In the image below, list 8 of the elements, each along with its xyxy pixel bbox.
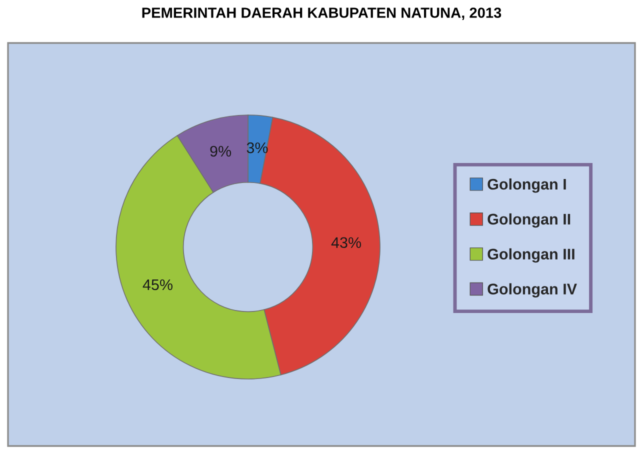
data-label: 45% [142, 279, 172, 290]
chart-title: PEMERINTAH DAERAH KABUPATEN NATUNA, 2013 [142, 8, 502, 20]
legend-label: Golongan III [488, 248, 574, 263]
data-label: 43% [331, 237, 362, 248]
legend-label: Golongan I [488, 178, 566, 193]
data-label: 9% [210, 146, 232, 157]
legend-label: Golongan II [488, 213, 570, 228]
legend-label: Golongan IV [488, 283, 577, 298]
